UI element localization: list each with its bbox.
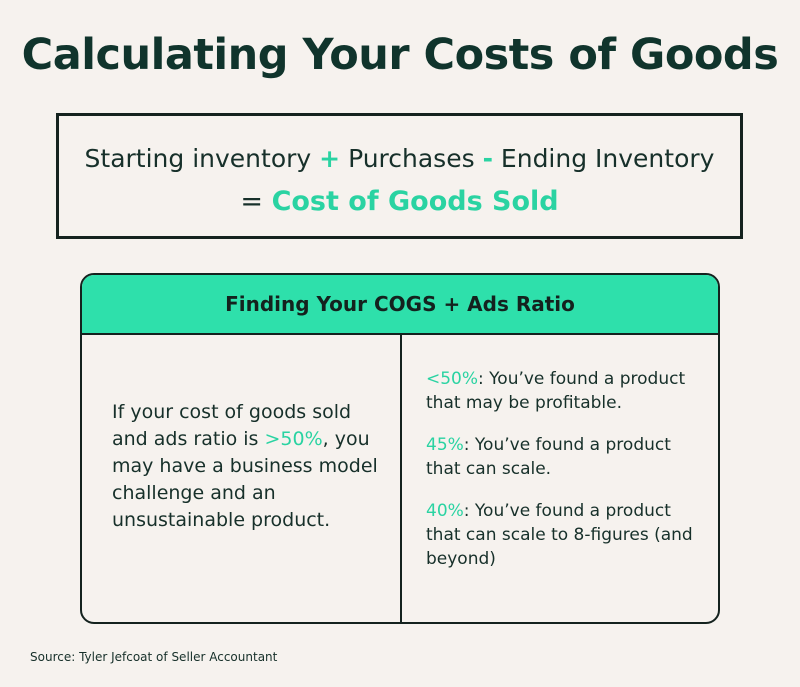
page-title: Calculating Your Costs of Goods (21, 30, 779, 80)
table-divider (400, 335, 402, 622)
ratio-text: : You’ve found a product that can scale. (426, 435, 671, 479)
left-highlight: >50% (264, 428, 323, 450)
ratio-text: : You’ve found a product that may be pro… (426, 369, 686, 413)
ratio-text: : You’ve found a product that can scale … (426, 501, 693, 569)
formula-box: Starting inventory + Purchases - Ending … (56, 113, 743, 239)
ratio-threshold: 40% (426, 501, 464, 521)
equals-operator: = (240, 186, 263, 217)
source-caption: Source: Tyler Jefcoat of Seller Accounta… (30, 650, 278, 664)
ratio-item: 45%: You’ve found a product that can sca… (426, 433, 706, 481)
left-text-before: If your cost of goods sold and ads ratio… (112, 401, 352, 450)
ratio-item: 40%: You’ve found a product that can sca… (426, 499, 706, 571)
formula-ending-inventory: Ending Inventory (500, 144, 715, 173)
ratio-item: <50%: You’ve found a product that may be… (426, 367, 706, 415)
ratio-threshold: <50% (426, 369, 479, 389)
formula-purchases: Purchases (348, 144, 475, 173)
formula-line-1: Starting inventory + Purchases - Ending … (59, 144, 740, 173)
left-text-after: , you may have a business model challeng… (112, 428, 378, 531)
formula-result: Cost of Goods Sold (271, 186, 559, 217)
right-cell: <50%: You’ve found a product that may be… (426, 367, 706, 589)
ratio-threshold: 45% (426, 435, 464, 455)
plus-operator: + (319, 144, 341, 173)
table-header: Finding Your COGS + Ads Ratio (82, 275, 718, 335)
formula-starting-inventory: Starting inventory (84, 144, 312, 173)
minus-operator: - (482, 144, 493, 173)
left-cell: If your cost of goods sold and ads ratio… (112, 399, 382, 534)
cogs-ratio-table: Finding Your COGS + Ads Ratio If your co… (80, 273, 720, 624)
formula-line-2: = Cost of Goods Sold (59, 186, 740, 217)
